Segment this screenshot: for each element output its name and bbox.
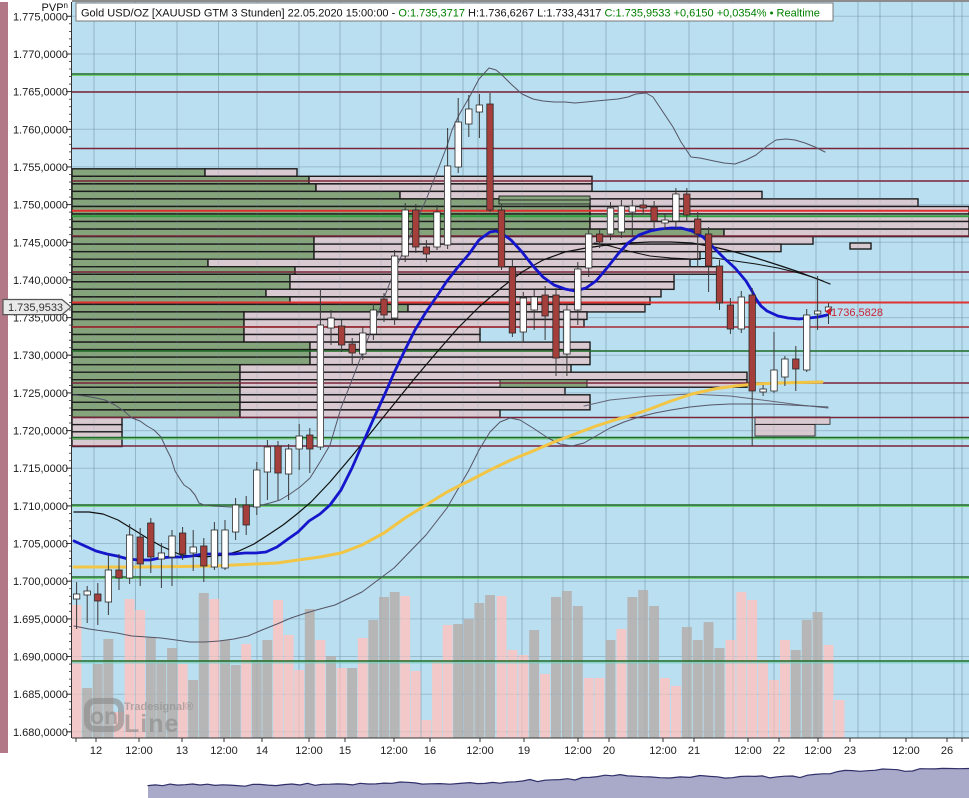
svg-text:1.775,0000: 1.775,0000 (13, 11, 68, 23)
svg-text:1.770,0000: 1.770,0000 (13, 49, 68, 61)
svg-text:13: 13 (176, 745, 188, 757)
svg-text:Tradesignal®: Tradesignal® (124, 701, 193, 713)
svg-text:19: 19 (518, 745, 530, 757)
svg-text:22: 22 (773, 745, 785, 757)
svg-text:12: 12 (90, 745, 102, 757)
svg-text:12:00: 12:00 (125, 745, 153, 757)
svg-text:12:00: 12:00 (804, 745, 832, 757)
svg-text:26: 26 (941, 745, 953, 757)
svg-text:15: 15 (339, 745, 351, 757)
svg-text:21: 21 (688, 745, 700, 757)
svg-text:1.690,0000: 1.690,0000 (13, 652, 68, 664)
svg-text:Line: Line (124, 710, 179, 738)
svg-text:16: 16 (424, 745, 436, 757)
svg-text:12:00: 12:00 (564, 745, 592, 757)
svg-text:12:00: 12:00 (295, 745, 323, 757)
svg-text:12:00: 12:00 (649, 745, 677, 757)
svg-text:12:00: 12:00 (734, 745, 762, 757)
svg-text:1.695,0000: 1.695,0000 (13, 614, 68, 626)
svg-text:1.685,0000: 1.685,0000 (13, 689, 68, 701)
svg-text:Gold USD/OZ [XAUUSD GTM 3 Stun: Gold USD/OZ [XAUUSD GTM 3 Stunden] 22.05… (81, 8, 820, 20)
svg-text:1.760,0000: 1.760,0000 (13, 124, 68, 136)
svg-text:1.700,0000: 1.700,0000 (13, 576, 68, 588)
svg-text:23: 23 (844, 745, 856, 757)
svg-text:1.765,0000: 1.765,0000 (13, 87, 68, 99)
svg-text:12:00: 12:00 (380, 745, 408, 757)
svg-text:1.750,0000: 1.750,0000 (13, 200, 68, 212)
svg-text:1736,5828: 1736,5828 (831, 307, 883, 319)
svg-text:1.745,0000: 1.745,0000 (13, 237, 68, 249)
svg-text:1.720,0000: 1.720,0000 (13, 426, 68, 438)
svg-text:1.740,0000: 1.740,0000 (13, 275, 68, 287)
svg-text:20: 20 (603, 745, 615, 757)
svg-text:1.725,0000: 1.725,0000 (13, 388, 68, 400)
svg-text:PVPn: PVPn (42, 1, 68, 14)
svg-text:on: on (90, 703, 118, 729)
svg-text:12:00: 12:00 (466, 745, 494, 757)
svg-text:14: 14 (256, 745, 268, 757)
svg-text:1.705,0000: 1.705,0000 (13, 539, 68, 551)
svg-text:12:00: 12:00 (210, 745, 238, 757)
svg-text:1.715,0000: 1.715,0000 (13, 463, 68, 475)
svg-text:1.710,0000: 1.710,0000 (13, 501, 68, 513)
svg-text:1.680,0000: 1.680,0000 (13, 727, 68, 739)
svg-text:1.735,9533: 1.735,9533 (8, 302, 63, 314)
svg-text:12:00: 12:00 (892, 745, 920, 757)
svg-text:1.755,0000: 1.755,0000 (13, 162, 68, 174)
svg-text:1.735,0000: 1.735,0000 (13, 313, 68, 325)
svg-text:1.730,0000: 1.730,0000 (13, 350, 68, 362)
